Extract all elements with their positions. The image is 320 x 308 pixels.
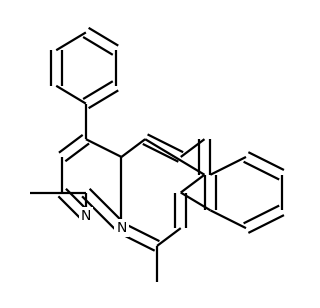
Text: N: N	[81, 209, 91, 223]
Text: N: N	[116, 221, 127, 235]
